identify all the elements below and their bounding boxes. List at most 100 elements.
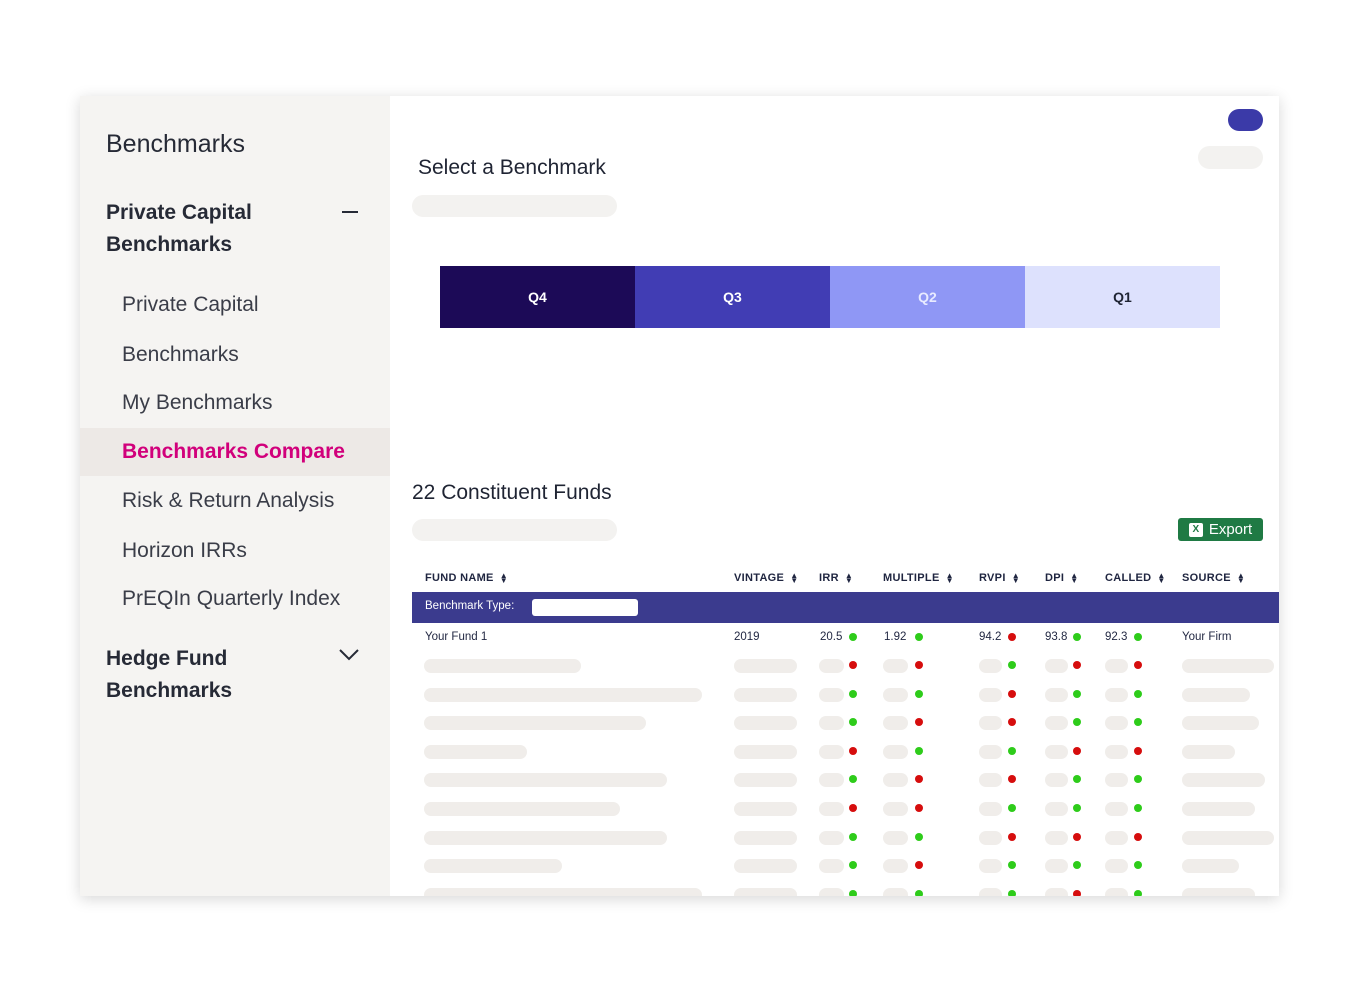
status-dot <box>915 889 923 896</box>
filter-placeholder[interactable] <box>412 519 617 541</box>
chevron-down-icon[interactable] <box>338 648 360 662</box>
status-dot <box>849 861 857 870</box>
sort-icon[interactable]: ▲ ▼ <box>499 571 508 586</box>
sidebar-item-quarterly-index[interactable]: PrEQIn Quarterly Index <box>80 575 390 623</box>
value-placeholder <box>1105 773 1128 788</box>
sidebar-group-private-capital[interactable]: Private Capital Benchmarks <box>106 201 252 256</box>
value-placeholder <box>819 773 844 788</box>
sidebar-item-label: Horizon IRRs <box>122 539 247 562</box>
sort-icon[interactable]: ▲ ▼ <box>790 571 799 586</box>
value-placeholder <box>883 887 908 896</box>
status-dot <box>1073 889 1081 896</box>
column-header-irr[interactable]: IRR ▲ ▼ <box>819 571 854 586</box>
status-dot <box>915 718 923 727</box>
export-button[interactable]: X Export <box>1178 518 1263 541</box>
sidebar-item-my-benchmarks[interactable]: My Benchmarks <box>80 379 390 427</box>
benchmark-selector-placeholder[interactable] <box>412 195 617 217</box>
column-header-rvpi[interactable]: RVPI ▲ ▼ <box>979 571 1020 586</box>
sort-icon[interactable]: ▲ ▼ <box>1236 571 1246 586</box>
column-header-dpi[interactable]: DPI ▲ ▼ <box>1045 571 1079 586</box>
sort-icon[interactable]: ▲ ▼ <box>1070 571 1079 586</box>
table-row[interactable] <box>412 742 1279 762</box>
sidebar-item-horizon-irrs[interactable]: Horizon IRRs <box>80 527 390 575</box>
quartile-q4[interactable]: Q4 <box>440 266 635 328</box>
fund-name-placeholder <box>424 687 702 702</box>
table-row[interactable] <box>412 856 1279 876</box>
fund-name-placeholder <box>424 773 667 788</box>
value-placeholder <box>819 687 844 702</box>
vintage-placeholder <box>734 887 797 896</box>
table-row[interactable] <box>412 685 1279 705</box>
value-placeholder <box>883 802 908 816</box>
sort-icon[interactable]: ▲ ▼ <box>844 571 854 586</box>
status-dot <box>1073 689 1081 698</box>
rvpi-cell: 94.2 <box>979 631 1002 643</box>
table-row[interactable] <box>412 713 1279 733</box>
value-placeholder <box>1045 773 1068 788</box>
table-row[interactable] <box>412 770 1279 790</box>
table-row[interactable] <box>412 799 1279 819</box>
table-row[interactable] <box>412 656 1279 676</box>
toggle-switch[interactable] <box>1228 109 1263 131</box>
sidebar-item-benchmarks-compare[interactable]: Benchmarks Compare <box>80 428 390 476</box>
quartile-q3[interactable]: Q3 <box>635 266 830 328</box>
sort-icon[interactable]: ▲ ▼ <box>945 571 954 586</box>
quartile-q2[interactable]: Q2 <box>830 266 1025 328</box>
value-placeholder <box>1105 859 1128 874</box>
vintage-placeholder <box>734 802 797 816</box>
value-placeholder <box>883 744 908 759</box>
column-header-fund-name[interactable]: FUND NAME ▲ ▼ <box>425 571 508 586</box>
sidebar-item-label: Benchmarks <box>122 343 239 366</box>
multiple-cell: 1.92 <box>884 631 907 643</box>
vintage-placeholder <box>734 773 797 788</box>
sidebar-item-benchmarks[interactable]: Benchmarks <box>80 331 390 379</box>
source-placeholder <box>1182 716 1259 731</box>
sidebar-item-private-capital[interactable]: Private Capital <box>80 281 390 329</box>
column-header-multiple[interactable]: MULTIPLE ▲ ▼ <box>883 571 954 586</box>
sidebar: Benchmarks Private Capital Benchmarks Pr… <box>80 96 390 896</box>
value-placeholder <box>1105 802 1128 816</box>
status-dot <box>1134 661 1142 669</box>
status-dot <box>849 718 857 727</box>
collapse-icon[interactable] <box>342 211 358 213</box>
source-placeholder <box>1182 859 1239 874</box>
dpi-cell: 93.8 <box>1045 631 1068 643</box>
value-placeholder <box>1105 887 1128 896</box>
value-placeholder <box>1105 830 1128 845</box>
value-placeholder <box>1105 744 1128 759</box>
benchmarks-panel: Benchmarks Private Capital Benchmarks Pr… <box>80 96 1279 896</box>
column-header-source[interactable]: SOURCE ▲ ▼ <box>1182 571 1246 586</box>
sidebar-item-label: Risk & Return Analysis <box>122 489 335 512</box>
value-placeholder <box>979 802 1002 816</box>
loading-placeholder <box>1198 146 1263 169</box>
status-dot <box>849 804 857 812</box>
value-placeholder <box>883 830 908 845</box>
status-dot <box>1008 889 1016 896</box>
value-placeholder <box>1045 659 1068 673</box>
quartile-bar: Q4 Q3 Q2 Q1 <box>440 266 1220 328</box>
status-dot <box>1134 633 1142 641</box>
source-placeholder <box>1182 659 1274 673</box>
sort-icon[interactable]: ▲ ▼ <box>1011 571 1020 586</box>
status-dot <box>1134 718 1142 727</box>
vintage-placeholder <box>734 859 797 874</box>
status-dot <box>1008 832 1016 841</box>
column-header-called[interactable]: CALLED ▲ ▼ <box>1105 571 1166 586</box>
benchmark-type-input[interactable] <box>532 599 638 616</box>
status-dot <box>1134 861 1142 870</box>
sort-icon[interactable]: ▲ ▼ <box>1157 571 1166 586</box>
quartile-q1[interactable]: Q1 <box>1025 266 1220 328</box>
called-cell: 92.3 <box>1105 631 1128 643</box>
status-dot <box>1134 832 1142 841</box>
status-dot <box>1073 746 1081 755</box>
status-dot <box>1073 804 1081 812</box>
source-placeholder <box>1182 744 1235 759</box>
sidebar-item-risk-return[interactable]: Risk & Return Analysis <box>80 477 390 525</box>
table-row[interactable]: Your Fund 1 2019 20.5 1.92 94.2 93.8 92.… <box>412 628 1279 648</box>
main-content: Select a Benchmark Q4 Q3 Q2 Q1 22 Consti… <box>390 96 1279 896</box>
table-row[interactable] <box>412 828 1279 848</box>
sidebar-group-hedge-fund[interactable]: Hedge Fund Benchmarks <box>106 647 233 702</box>
table-row[interactable] <box>412 885 1279 896</box>
column-header-vintage[interactable]: VINTAGE ▲ ▼ <box>734 571 799 586</box>
constituent-funds-heading: 22 Constituent Funds <box>412 481 612 504</box>
